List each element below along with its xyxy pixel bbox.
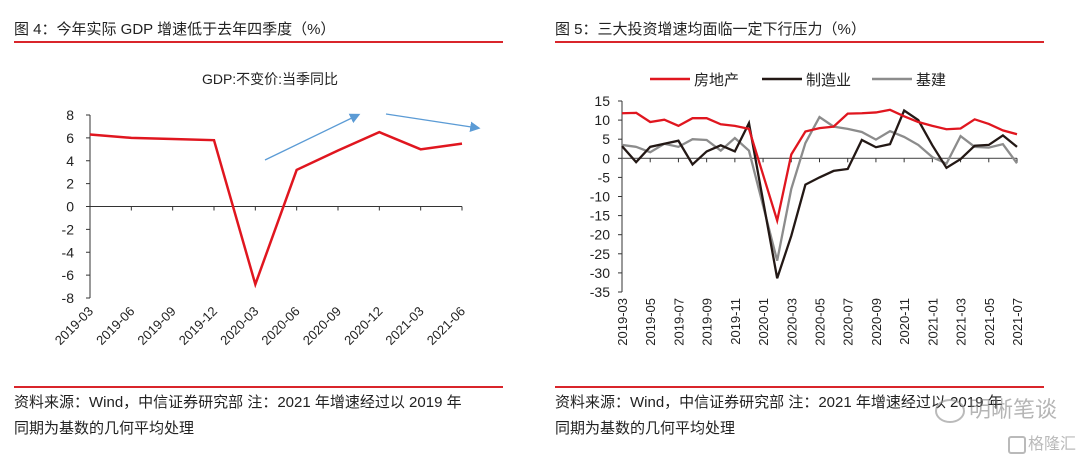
x-tick-label: 2020-06 bbox=[258, 304, 302, 348]
y-tick-label: 15 bbox=[594, 93, 610, 109]
x-tick-label: 2019-07 bbox=[671, 298, 686, 346]
y-tick-label: 2 bbox=[66, 176, 74, 192]
x-tick-label: 2019-05 bbox=[643, 298, 658, 346]
y-tick-label: 0 bbox=[66, 199, 74, 215]
y-tick-label: -2 bbox=[62, 221, 75, 237]
y-tick-label: -20 bbox=[590, 227, 610, 243]
y-tick-label: 4 bbox=[66, 153, 74, 169]
right-source-line2: 同期为基数的几何平均处理 bbox=[555, 420, 736, 437]
right-figure-title: 图 5：三大投资增速均面临一定下行压力（%） bbox=[555, 21, 866, 38]
brand-text: 格隆汇 bbox=[1028, 436, 1077, 453]
brand-watermark: 格隆汇 bbox=[1008, 430, 1076, 454]
wechat-icon bbox=[935, 399, 965, 424]
x-tick-label: 2021-05 bbox=[982, 298, 997, 346]
x-tick-label: 2020-01 bbox=[756, 298, 771, 346]
infrastructure-line bbox=[621, 115, 1018, 261]
brand-logo-icon bbox=[1008, 435, 1026, 454]
right-title-rule bbox=[555, 41, 1044, 43]
y-tick-label: -25 bbox=[590, 246, 610, 262]
watermark: 明晰笔谈 bbox=[935, 392, 1057, 424]
left-figure: 图 4：今年实际 GDP 增速低于去年四季度（%） GDP:不变价:当季同比 8 6… bbox=[14, 21, 503, 442]
x-tick-label: 2020-03 bbox=[784, 298, 799, 346]
y-tick-label: 0 bbox=[602, 150, 610, 166]
x-tick-label: 2020-09 bbox=[300, 304, 344, 348]
left-title-rule bbox=[14, 41, 503, 43]
x-tick-label: 2019-12 bbox=[176, 304, 220, 348]
y-tick-label: 10 bbox=[594, 112, 610, 128]
legend-label-manufacturing: 制造业 bbox=[806, 72, 851, 89]
y-tick-label: 8 bbox=[66, 107, 74, 123]
manufacturing-line bbox=[621, 108, 1018, 279]
x-tick-label: 2019-11 bbox=[728, 298, 743, 345]
gdp-chart: GDP:不变价:当季同比86420-2-4-6-82019-032019-062… bbox=[52, 71, 481, 348]
right-figure: 图 5：三大投资增速均面临一定下行压力（%） 资料来源：Wind，中信证券研究部… bbox=[540, 0, 1080, 456]
y-tick-label: -8 bbox=[62, 290, 75, 306]
y-tick-label: -35 bbox=[590, 284, 610, 300]
y-tick-label: -5 bbox=[598, 169, 611, 185]
x-tick-label: 2020-09 bbox=[869, 298, 884, 346]
x-tick-label: 2021-03 bbox=[954, 298, 969, 346]
legend-label-infrastructure: 基建 bbox=[916, 72, 946, 89]
left-figure-title: 图 4：今年实际 GDP 增速低于去年四季度（%） bbox=[14, 21, 336, 38]
right-source-line1: 资料来源：Wind，中信证券研究部 注：2021 年增速经过以 2019 年 bbox=[555, 394, 1003, 411]
x-tick-label: 2019-03 bbox=[52, 304, 96, 348]
left-source-line2: 同期为基数的几何平均处理 bbox=[14, 420, 195, 437]
right-source-note: 资料来源：Wind，中信证券研究部 注：2021 年增速经过以 2019 年 同… bbox=[555, 390, 1003, 442]
legend-label-real-estate: 房地产 bbox=[694, 72, 739, 89]
x-tick-label: 2019-09 bbox=[700, 298, 715, 346]
x-tick-label: 2021-07 bbox=[1010, 298, 1025, 346]
x-tick-label: 2020-07 bbox=[841, 298, 856, 346]
trend-up-arrow bbox=[264, 113, 361, 161]
x-tick-label: 2021-06 bbox=[424, 304, 468, 348]
x-tick-label: 2019-03 bbox=[615, 298, 630, 346]
gdp-line bbox=[89, 130, 463, 289]
left-source-note: 资料来源：Wind，中信证券研究部 注：2021 年增速经过以 2019 年 同… bbox=[14, 390, 462, 442]
x-tick-label: 2020-03 bbox=[217, 304, 261, 348]
y-tick-label: -6 bbox=[62, 267, 75, 283]
chart-title: GDP:不变价:当季同比 bbox=[202, 71, 338, 87]
x-tick-label: 2019-09 bbox=[134, 304, 178, 348]
left-source-rule bbox=[14, 386, 503, 388]
x-tick-label: 2020-05 bbox=[813, 298, 828, 346]
investment-chart: 房地产 制造业 基建 15 10 5 0 -5 -10 -15 -20 -25 -30 -35 2019-0… bbox=[590, 72, 1025, 346]
x-tick-label: 2019-06 bbox=[93, 304, 137, 348]
y-tick-label: 5 bbox=[602, 131, 610, 147]
watermark-text: 明晰笔谈 bbox=[969, 397, 1058, 422]
x-tick-label: 2020-12 bbox=[341, 304, 385, 348]
y-tick-label: -15 bbox=[590, 208, 610, 224]
trend-down-arrow bbox=[385, 113, 481, 132]
real-estate-line bbox=[621, 108, 1018, 226]
x-tick-label: 2021-01 bbox=[925, 298, 940, 346]
y-tick-label: -10 bbox=[590, 189, 610, 205]
x-tick-label: 2021-03 bbox=[382, 304, 426, 348]
right-source-rule bbox=[555, 386, 1044, 388]
left-source-line1: 资料来源：Wind，中信证券研究部 注：2021 年增速经过以 2019 年 bbox=[14, 394, 462, 411]
y-tick-label: -30 bbox=[590, 265, 610, 281]
y-tick-label: 6 bbox=[66, 130, 74, 146]
y-tick-label: -4 bbox=[62, 244, 75, 260]
x-tick-label: 2020-11 bbox=[897, 298, 912, 345]
